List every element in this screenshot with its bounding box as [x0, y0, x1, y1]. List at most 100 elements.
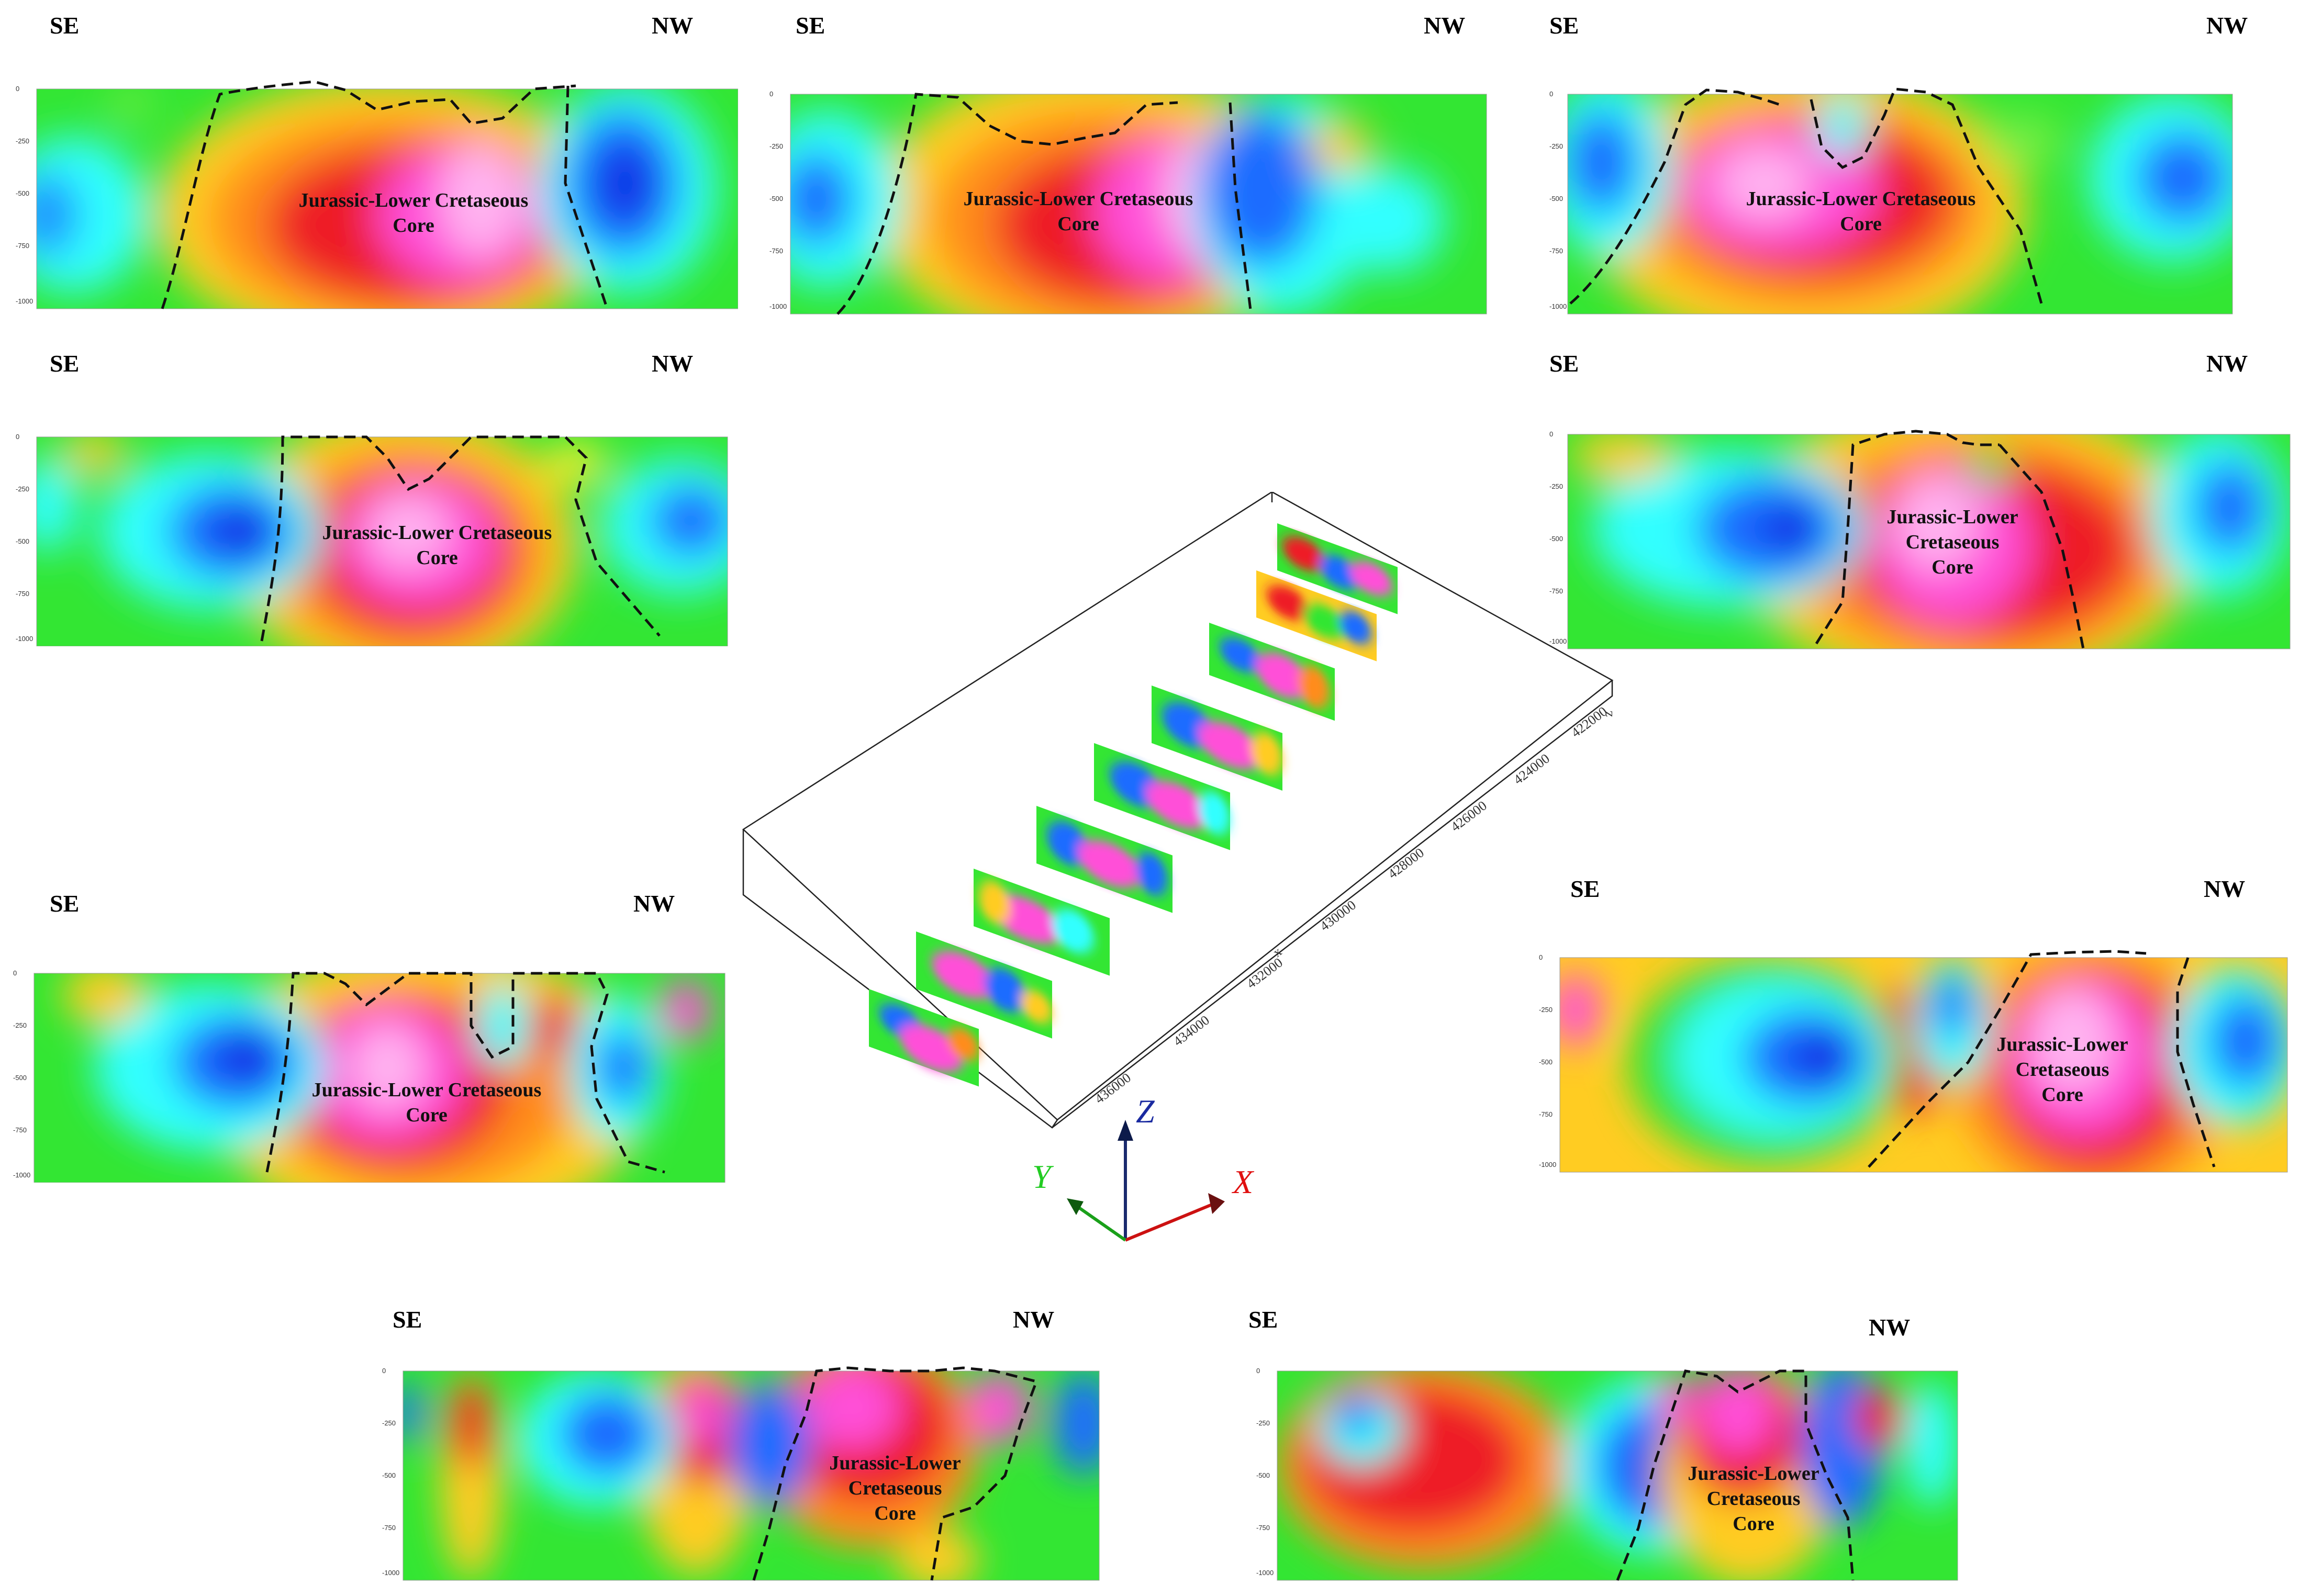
se-label-3: SE: [1549, 12, 1579, 39]
core-label-3: Jurassic-Lower Cretaseous: [1746, 188, 1976, 210]
resistivity-section-8: 0 -250 -500 -750 -1000 Jurassic-Lower Cretas…: [366, 1361, 1104, 1586]
svg-text:0: 0: [1539, 953, 1543, 961]
svg-text:0: 0: [382, 1367, 386, 1375]
nw-label-1: NW: [652, 12, 694, 39]
se-label-7: SE: [1570, 875, 1600, 902]
resistivity-section-6: 0 -250 -500 -750 -1000 Jurassic-Lower Cretas…: [10, 963, 733, 1183]
svg-text:0: 0: [13, 969, 17, 977]
core-label-5c: Core: [1931, 556, 1973, 578]
core-label-9c: Core: [1733, 1513, 1774, 1535]
svg-text:-500: -500: [1256, 1471, 1270, 1479]
svg-text:-750: -750: [1539, 1110, 1553, 1118]
svg-text:-500: -500: [16, 189, 29, 197]
se-label-1: SE: [50, 12, 80, 39]
block-tick-1: 434000: [1170, 1013, 1212, 1049]
se-label-4: SE: [50, 350, 80, 377]
nw-label-9: NW: [1869, 1314, 1911, 1341]
svg-text:-750: -750: [382, 1524, 396, 1532]
block-z-label: z: [1600, 711, 1615, 717]
svg-text:-750: -750: [769, 247, 783, 255]
core-label-6: Jurassic-Lower Cretaseous: [312, 1079, 542, 1101]
core-label-5: Jurassic-Lower: [1886, 506, 2018, 528]
block-tick-7: 422000: [1568, 704, 1610, 740]
core-label-1: Jurassic-Lower Cretaseous: [299, 189, 529, 211]
svg-text:-500: -500: [382, 1471, 396, 1479]
nw-label-2: NW: [1424, 12, 1466, 39]
core-label-9: Jurassic-Lower: [1688, 1463, 1819, 1485]
core-label-9b: Cretaseous: [1707, 1488, 1801, 1510]
core-label-5b: Cretaseous: [1906, 531, 2000, 553]
svg-text:-250: -250: [13, 1021, 27, 1029]
core-label-7c: Core: [2041, 1084, 2083, 1106]
resistivity-section-9: 0 -250 -500 -750 -1000 Jurassic-Lower Cretas…: [1225, 1361, 1963, 1586]
svg-text:-1000: -1000: [1539, 1161, 1556, 1168]
svg-text:-750: -750: [13, 1126, 27, 1134]
svg-text:-1000: -1000: [1549, 637, 1567, 645]
svg-text:-1000: -1000: [16, 297, 33, 305]
xyz-axis-triad: Z X Y: [1026, 1093, 1267, 1258]
svg-text:-1000: -1000: [13, 1171, 30, 1179]
resistivity-section-7: 0 -250 -500 -750 -1000 Jurassic-Lower Cretas…: [1518, 947, 2293, 1177]
svg-text:-250: -250: [769, 142, 783, 150]
core-label-3b: Core: [1840, 213, 1882, 235]
block-tick-4: 428000: [1385, 845, 1427, 882]
core-label-8b: Cretaseous: [848, 1477, 942, 1499]
resistivity-section-5: 0 -250 -500 -750 -1000 Jurassic-Lower Cretas…: [1518, 424, 2293, 654]
svg-text:-250: -250: [1539, 1006, 1553, 1014]
svg-text:-1000: -1000: [769, 302, 787, 310]
svg-text:-500: -500: [769, 195, 783, 203]
core-label-4b: Core: [416, 547, 458, 569]
nw-label-8: NW: [1013, 1306, 1055, 1333]
svg-text:-250: -250: [1549, 482, 1563, 490]
svg-text:-500: -500: [13, 1074, 27, 1082]
svg-text:-250: -250: [1549, 142, 1563, 150]
y-axis-label: Y: [1032, 1158, 1054, 1195]
svg-text:-1000: -1000: [1256, 1569, 1274, 1577]
svg-text:0: 0: [1549, 430, 1553, 438]
core-label-7b: Cretaseous: [2016, 1059, 2109, 1081]
se-label-8: SE: [393, 1306, 422, 1333]
core-label-1b: Core: [393, 215, 434, 237]
svg-text:-250: -250: [1256, 1419, 1270, 1427]
svg-text:-500: -500: [1539, 1058, 1553, 1066]
svg-text:0: 0: [1256, 1367, 1260, 1375]
z-axis-label: Z: [1136, 1099, 1155, 1130]
svg-text:-500: -500: [1549, 535, 1563, 543]
core-label-2: Jurassic-Lower Cretaseous: [964, 188, 1193, 210]
nw-label-4: NW: [652, 350, 694, 377]
svg-text:0: 0: [16, 85, 19, 93]
core-label-6b: Core: [406, 1104, 448, 1126]
svg-text:0: 0: [769, 90, 773, 98]
svg-text:-750: -750: [16, 242, 29, 250]
se-label-6: SE: [50, 890, 80, 917]
svg-text:0: 0: [1549, 90, 1553, 98]
nw-label-5: NW: [2206, 350, 2248, 377]
svg-text:-250: -250: [16, 137, 29, 145]
3d-block-model: 436000 434000 432000 430000 428000 42600…: [675, 491, 1617, 1154]
svg-text:-500: -500: [16, 537, 29, 545]
svg-text:-750: -750: [1549, 247, 1563, 255]
block-tick-3: 430000: [1317, 897, 1359, 934]
block-tick-2: 432000: [1244, 955, 1286, 992]
svg-text:0: 0: [16, 433, 19, 441]
core-label-2b: Core: [1057, 213, 1099, 235]
se-label-5: SE: [1549, 350, 1579, 377]
se-label-2: SE: [796, 12, 825, 39]
nw-label-7: NW: [2204, 875, 2246, 902]
svg-text:-750: -750: [1549, 587, 1563, 595]
resistivity-section-4: 0 -250 -500 -750 -1000 Jurassic-Lower Cretas…: [10, 426, 738, 646]
se-label-9: SE: [1248, 1306, 1278, 1333]
svg-text:-500: -500: [1549, 195, 1563, 203]
resistivity-section-3: 0 -250 -500 -750 -1000 Jurassic-Lower Cretas…: [1518, 84, 2287, 319]
core-label-7: Jurassic-Lower: [1996, 1033, 2128, 1055]
svg-text:-250: -250: [16, 485, 29, 493]
nw-label-6: NW: [633, 890, 675, 917]
resistivity-section-2: 0 -250 -500 -750 -1000 Jurassic-Lower Cretas…: [759, 84, 1492, 319]
svg-text:-1000: -1000: [1549, 302, 1567, 310]
svg-text:-1000: -1000: [382, 1569, 399, 1577]
svg-text:-750: -750: [16, 590, 29, 598]
svg-text:-750: -750: [1256, 1524, 1270, 1532]
core-label-8: Jurassic-Lower: [829, 1452, 961, 1474]
core-label-4: Jurassic-Lower Cretaseous: [322, 522, 552, 544]
block-tick-5: 426000: [1448, 798, 1490, 835]
